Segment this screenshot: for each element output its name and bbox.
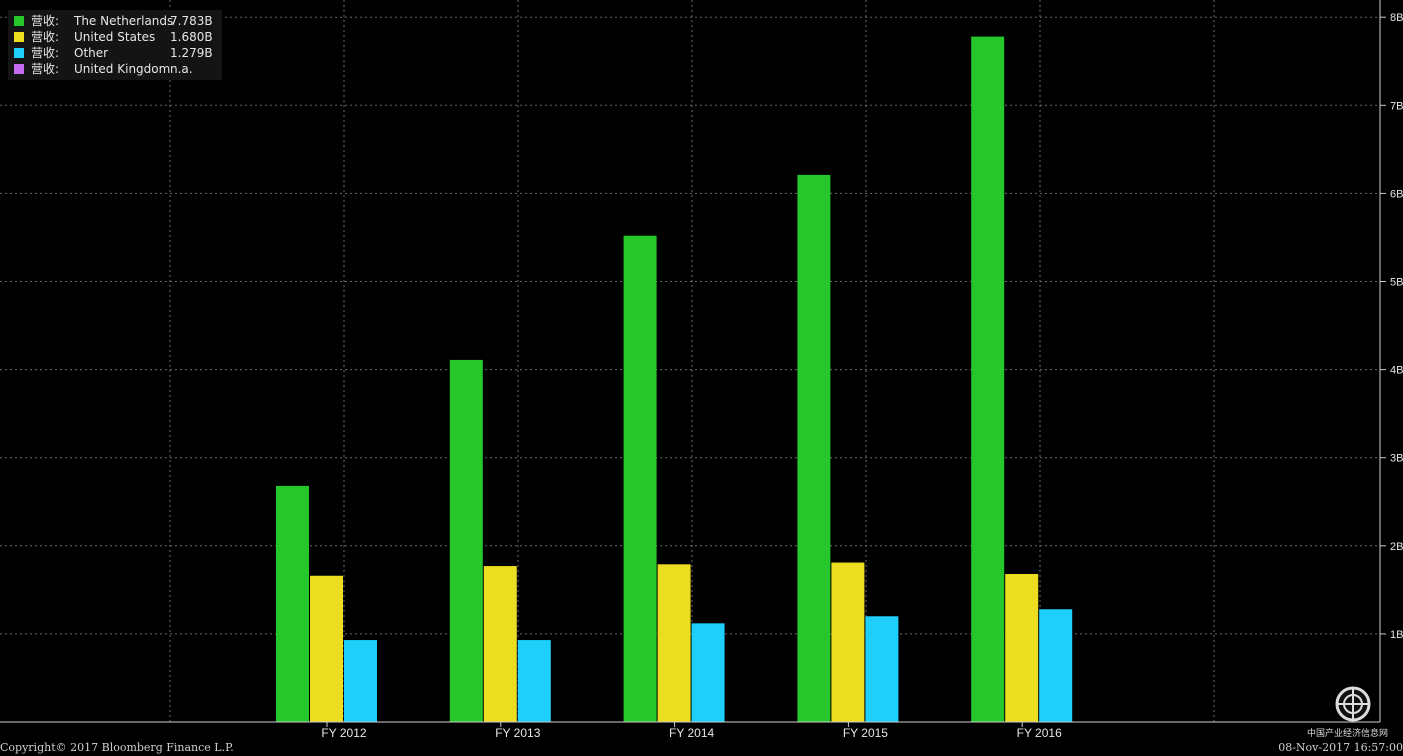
bar-series bbox=[276, 36, 1073, 723]
legend-value: 7.783B bbox=[170, 14, 213, 28]
copyright-text: Copyright© 2017 Bloomberg Finance L.P. bbox=[0, 741, 234, 754]
legend-prefix: 营收: bbox=[31, 14, 60, 28]
legend-value: n.a. bbox=[170, 62, 193, 76]
legend-swatch bbox=[14, 64, 24, 74]
timestamp-text: 08-Nov-2017 16:57:00 bbox=[1278, 741, 1403, 754]
bar bbox=[865, 616, 899, 722]
x-tick-label: FY 2013 bbox=[495, 726, 540, 740]
bar bbox=[691, 623, 725, 722]
bar bbox=[1039, 609, 1073, 722]
y-tick-label: 3B bbox=[1390, 453, 1403, 465]
legend-swatch bbox=[14, 48, 24, 58]
y-tick-label: 7B bbox=[1390, 100, 1403, 112]
x-tick-label: FY 2015 bbox=[843, 726, 888, 740]
bar bbox=[797, 174, 831, 723]
watermark-text: 中国产业经济信息网 bbox=[1307, 729, 1389, 739]
bar bbox=[831, 562, 865, 722]
y-tick-label: 8B bbox=[1390, 12, 1403, 24]
bar bbox=[1005, 573, 1039, 722]
bar bbox=[623, 235, 657, 723]
legend-prefix: 营收: bbox=[31, 62, 60, 76]
bar bbox=[344, 640, 377, 722]
legend-label: The Netherlands bbox=[74, 14, 174, 28]
x-tick-label: FY 2016 bbox=[1017, 726, 1062, 740]
bar bbox=[276, 485, 309, 722]
y-tick-label: 6B bbox=[1390, 188, 1403, 200]
legend-label: Other bbox=[74, 46, 109, 60]
x-tick-label: FY 2014 bbox=[669, 726, 714, 740]
bar bbox=[657, 564, 691, 722]
bar bbox=[971, 36, 1005, 722]
legend-value: 1.680B bbox=[170, 30, 213, 44]
bar bbox=[310, 575, 343, 722]
y-tick-label: 5B bbox=[1390, 277, 1403, 289]
legend-label: United Kingdom bbox=[74, 62, 171, 76]
cinic-logo-icon bbox=[1335, 686, 1371, 722]
legend-prefix: 营收: bbox=[31, 46, 60, 60]
y-tick-label: 1B bbox=[1390, 629, 1403, 641]
legend-label: United States bbox=[74, 30, 156, 44]
grid-lines bbox=[0, 0, 1380, 722]
legend-prefix: 营收: bbox=[31, 30, 60, 44]
legend-value: 1.279B bbox=[170, 46, 213, 60]
bar bbox=[483, 566, 517, 722]
bar bbox=[517, 640, 551, 722]
legend-swatch bbox=[14, 16, 24, 26]
x-tick-label: FY 2012 bbox=[321, 726, 366, 740]
y-tick-label: 4B bbox=[1390, 365, 1403, 377]
legend-swatch bbox=[14, 32, 24, 42]
legend: 营收: The Netherlands 7.783B 营收: United States… bbox=[8, 10, 222, 80]
bar bbox=[449, 359, 483, 722]
axes: 1B 2B 3B 4B 5B 6B 7B 8B FY 2012 FY 2013 FY 2014 FY … bbox=[0, 0, 1403, 740]
y-tick-label: 2B bbox=[1390, 541, 1403, 553]
